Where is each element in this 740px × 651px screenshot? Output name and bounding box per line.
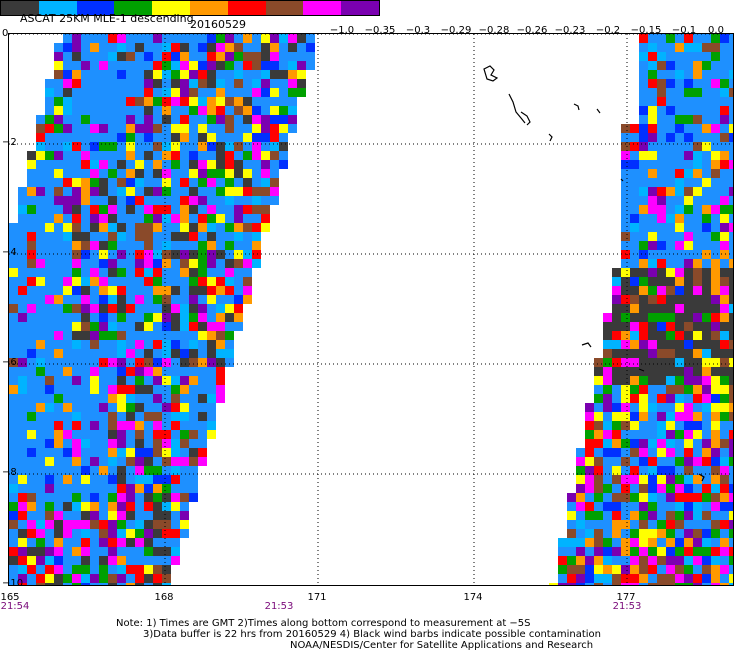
colorbar-swatch	[189, 1, 228, 15]
colorbar-swatch	[227, 1, 266, 15]
colorbar-label: 0.0	[708, 25, 724, 36]
colorbar-label: −0.35	[364, 25, 396, 36]
x-tick-0: 165	[0, 592, 20, 603]
colorbar-label: −0.29	[440, 25, 472, 36]
island-outlines	[483, 65, 705, 482]
time-label-1: 21:53	[264, 601, 294, 612]
map-plot	[8, 33, 734, 586]
x-tick-3: 174	[463, 592, 483, 603]
y-tick-1: −2	[2, 137, 17, 148]
colorbar	[0, 0, 380, 16]
colorbar-swatch	[38, 1, 77, 15]
map-title: ASCAT 25KM MLE-1 descending	[20, 12, 194, 25]
colorbar-swatch	[114, 1, 153, 15]
time-label-2: 21:53	[612, 601, 642, 612]
colorbar-swatch	[265, 1, 304, 15]
x-tick-1: 168	[154, 592, 174, 603]
note-line-2: 3)Data buffer is 22 hrs from 20160529 4)…	[143, 629, 601, 640]
colorbar-label: −0.15	[630, 25, 662, 36]
colorbar-swatch	[152, 1, 190, 15]
colorbar-swatch	[76, 1, 115, 15]
y-tick-0: 0	[2, 28, 9, 39]
colorbar-label: −0.3	[405, 25, 431, 36]
y-tick-2: −4	[2, 247, 17, 258]
note-line-1: Note: 1) Times are GMT 2)Times along bot…	[116, 618, 531, 629]
colorbar-swatch	[341, 1, 379, 15]
colorbar-label: −0.23	[554, 25, 586, 36]
colorbar-label: −1.0	[329, 25, 355, 36]
grid-lines	[9, 34, 733, 585]
colorbar-label: −0.2	[595, 25, 621, 36]
colorbar-swatch	[1, 1, 39, 15]
map-canvas	[9, 34, 733, 585]
colorbar-swatch	[303, 1, 342, 15]
wind-cells	[9, 34, 733, 585]
time-label-0: 21:54	[0, 601, 30, 612]
colorbar-label: −0.26	[516, 25, 548, 36]
colorbar-label: −0.28	[478, 25, 510, 36]
map-date: 20160529	[190, 18, 246, 31]
x-tick-2: 171	[307, 592, 327, 603]
note-line-3: NOAA/NESDIS/Center for Satellite Applica…	[290, 640, 594, 651]
y-tick-4: −8	[2, 467, 17, 478]
y-tick-5: −10	[2, 578, 24, 589]
y-tick-3: −6	[2, 357, 17, 368]
colorbar-label: −0.1	[671, 25, 697, 36]
x-tick-4: 177	[616, 592, 636, 603]
